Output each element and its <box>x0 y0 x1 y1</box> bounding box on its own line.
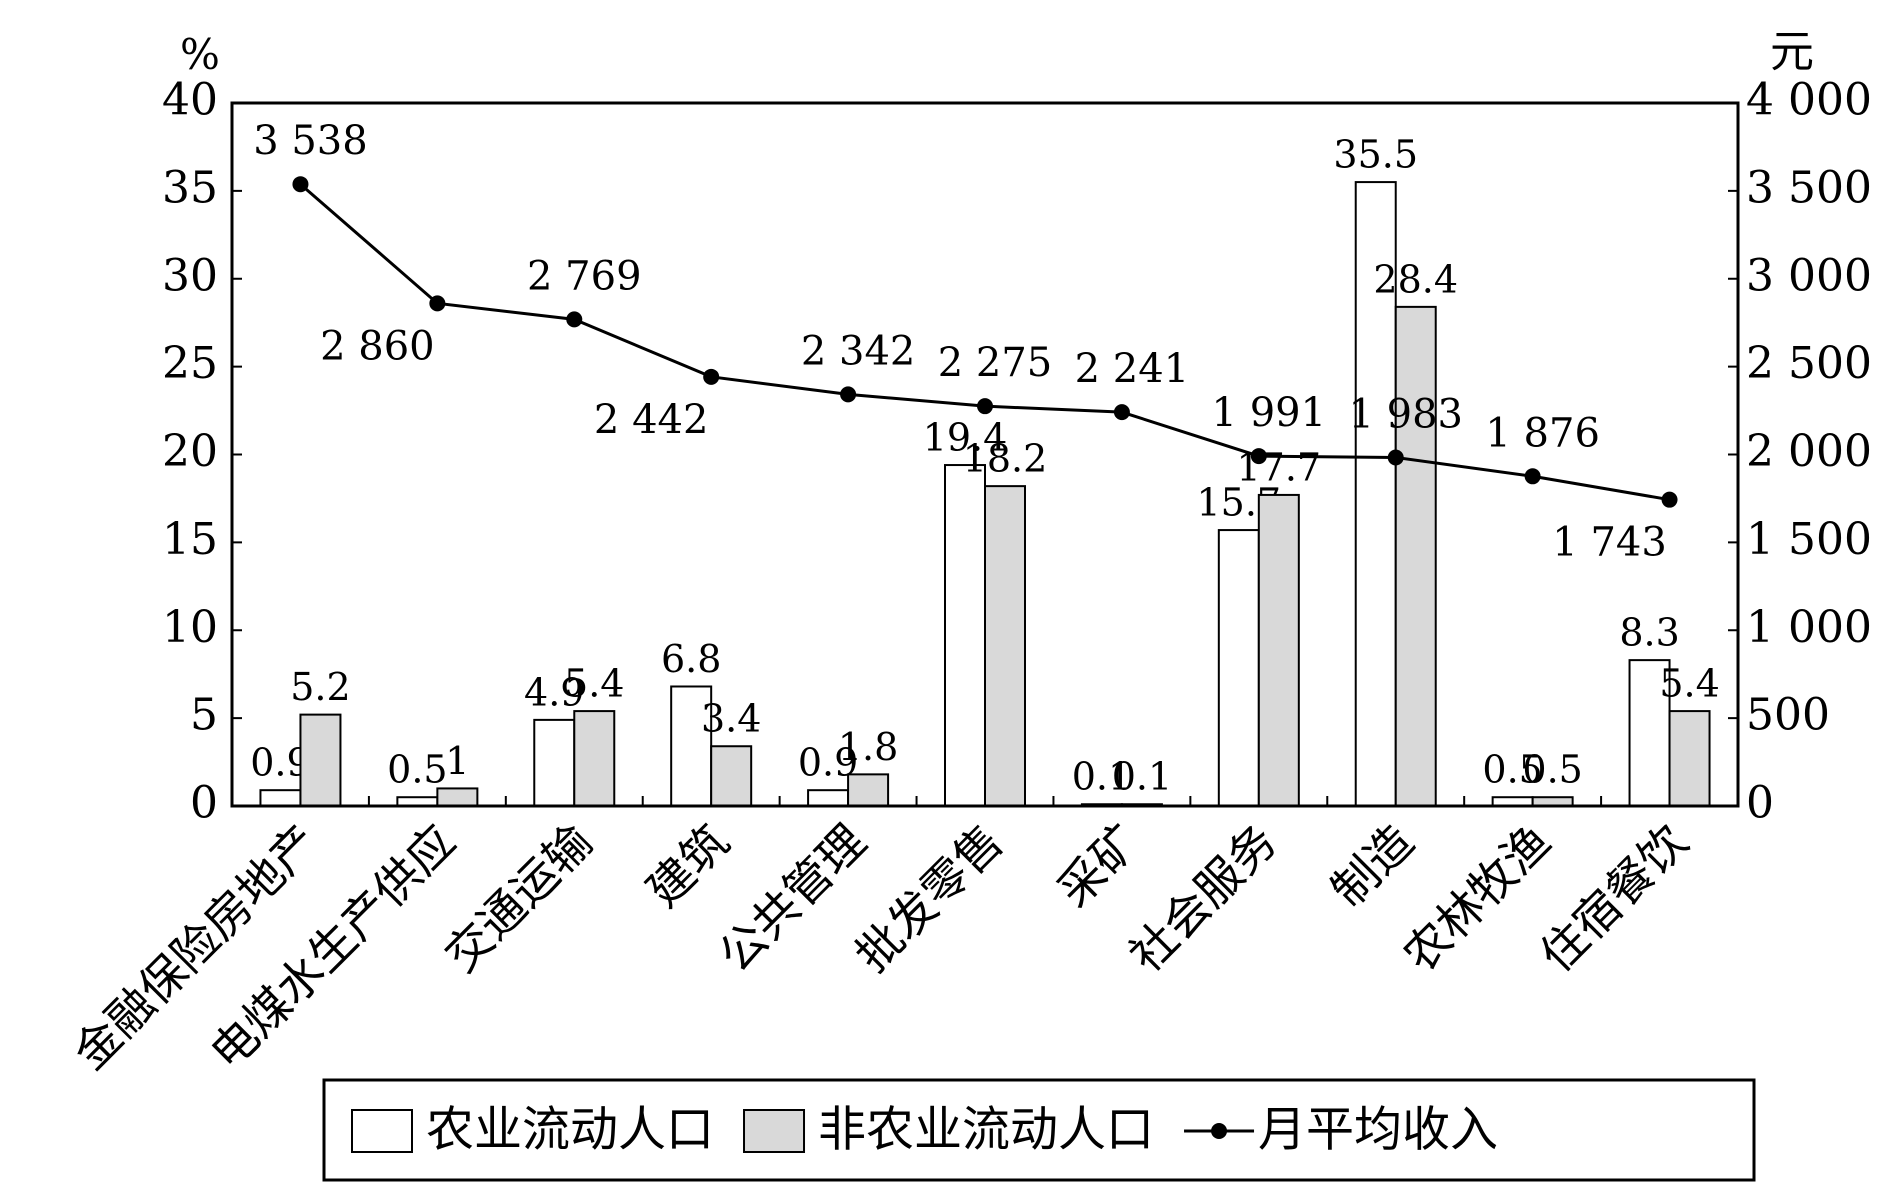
bar-value-label: 19.4 <box>923 416 1008 460</box>
x-tick-label: 农林牧渔 <box>1393 814 1561 982</box>
income-point <box>429 295 446 312</box>
y-tick-label: 30 <box>162 250 218 301</box>
income-point <box>703 368 720 385</box>
bar-value-label: 5.2 <box>290 665 350 709</box>
income-point <box>977 398 993 415</box>
income-value-label: 2 241 <box>1075 346 1190 392</box>
income-value-label: 2 769 <box>527 253 642 299</box>
y-tick-label: 15 <box>162 514 218 565</box>
x-tick-label: 交通运输 <box>434 814 602 982</box>
y-axis-unit: % <box>180 30 220 79</box>
y-tick-label: 25 <box>162 338 218 389</box>
bar <box>670 685 713 807</box>
income-point <box>1661 491 1678 508</box>
bar <box>573 710 616 807</box>
bar-value-label: 5.4 <box>1659 662 1719 706</box>
income-value-label: 1 983 <box>1348 391 1463 437</box>
y2-tick-label: 1 000 <box>1746 602 1872 653</box>
y-tick-label: 20 <box>162 426 218 477</box>
bar <box>847 773 890 807</box>
bar <box>807 789 850 807</box>
y2-tick-label: 0 <box>1746 778 1774 829</box>
x-tick-label: 采矿 <box>1047 814 1150 917</box>
bar <box>710 745 753 807</box>
income-value-label: 2 275 <box>938 340 1053 386</box>
y2-tick-label: 3 500 <box>1746 162 1872 213</box>
bar <box>259 789 302 807</box>
income-point <box>840 386 857 403</box>
y-tick-label: 0 <box>190 778 218 829</box>
bar <box>1668 710 1711 807</box>
bar <box>944 464 986 807</box>
bar-value-label: 18.2 <box>963 437 1048 481</box>
bar-value-label: 3.4 <box>701 697 761 741</box>
bar <box>436 787 479 807</box>
bar-value-label: 35.5 <box>1333 133 1418 177</box>
legend-label: 月平均收入 <box>1258 1102 1498 1158</box>
y2-tick-label: 2 500 <box>1746 338 1872 389</box>
y2-tick-label: 500 <box>1746 690 1830 741</box>
x-tick-label: 住宿餐饮 <box>1530 814 1698 982</box>
income-value-label: 1 876 <box>1485 410 1600 456</box>
y-tick-label: 5 <box>190 690 218 741</box>
income-value-label: 3 538 <box>253 118 368 164</box>
bar-value-label: 4.9 <box>524 670 584 714</box>
income-point <box>1524 468 1541 485</box>
x-tick-label: 建筑 <box>636 814 739 917</box>
income-point <box>1113 404 1130 421</box>
x-tick-label: 金融保险房地产 <box>63 814 329 1080</box>
bar-value-label: 0.5 <box>387 748 447 792</box>
income-point <box>292 176 309 193</box>
bar-value-label: 0.1 <box>1072 755 1132 799</box>
bar <box>299 713 342 807</box>
income-value-label: 2 860 <box>320 323 435 369</box>
bar <box>1257 493 1300 807</box>
bar <box>984 485 1026 807</box>
legend-label: 非农业流动人口 <box>818 1102 1154 1158</box>
legend-box <box>322 1078 1756 1182</box>
bar <box>533 718 576 808</box>
y2-tick-label: 3 000 <box>1746 250 1872 301</box>
y2-tick-label: 2 000 <box>1746 426 1872 477</box>
bar-value-label: 0.5 <box>1522 748 1582 792</box>
y-tick-label: 10 <box>162 602 218 653</box>
x-tick-label: 电煤水生产供应 <box>200 814 466 1080</box>
y-tick-label: 35 <box>162 162 218 213</box>
bar-value-label: 1 <box>445 739 469 783</box>
y-tick-label: 40 <box>162 75 218 126</box>
income-point <box>566 311 583 328</box>
income-point <box>1250 448 1267 465</box>
bar-value-label: 6.8 <box>661 637 721 681</box>
legend-marker <box>1211 1123 1228 1139</box>
bar-value-label: 28.4 <box>1373 257 1458 301</box>
y2-tick-label: 1 500 <box>1746 514 1872 565</box>
income-value-label: 1 991 <box>1212 390 1327 436</box>
income-value-label: 2 442 <box>594 397 709 443</box>
plot-frame <box>230 101 1740 808</box>
bar <box>1354 181 1397 807</box>
bar <box>1628 659 1671 807</box>
bar-value-label: 5.4 <box>564 662 624 706</box>
income-value-label: 2 342 <box>801 328 916 374</box>
income-value-label: 1 743 <box>1552 520 1667 566</box>
bar <box>1217 529 1260 807</box>
x-tick-label: 批发零售 <box>845 814 1013 982</box>
y2-axis-unit: 元 <box>1770 27 1814 78</box>
bar <box>1394 305 1437 807</box>
x-tick-label: 制造 <box>1321 814 1424 917</box>
bar-value-label: 8.3 <box>1619 611 1679 655</box>
x-tick-label: 社会服务 <box>1119 814 1287 982</box>
bar-value-label: 1.8 <box>838 725 898 769</box>
legend-label: 农业流动人口 <box>426 1102 714 1158</box>
y2-tick-label: 4 000 <box>1746 75 1872 126</box>
x-tick-label: 公共管理 <box>708 814 876 982</box>
bar-value-label: 0.1 <box>1112 755 1172 799</box>
income-point <box>1387 449 1404 466</box>
legend-swatch <box>743 1109 806 1153</box>
bar-value-label: 0.5 <box>1482 748 1542 792</box>
legend-swatch <box>351 1109 413 1153</box>
